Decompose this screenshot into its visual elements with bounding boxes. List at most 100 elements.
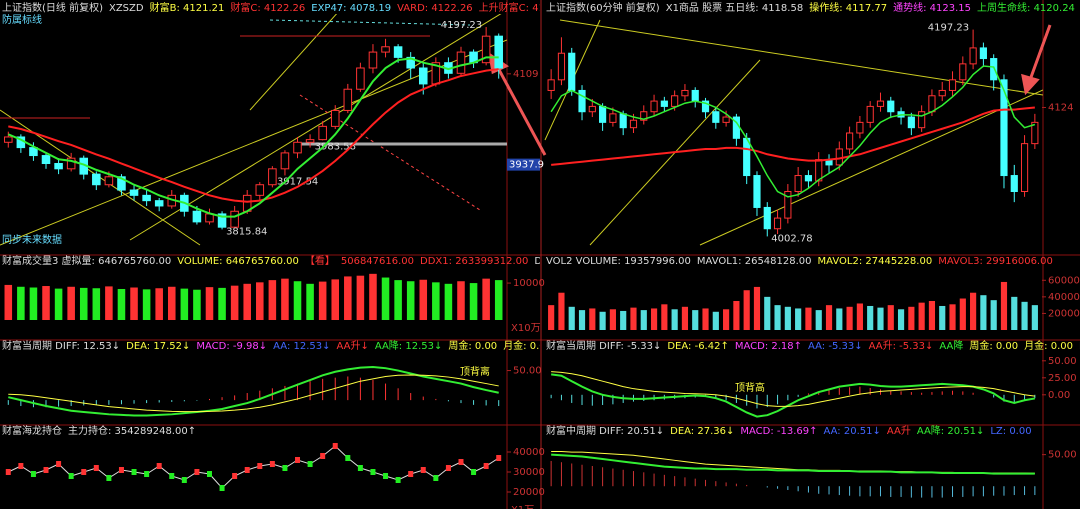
position-dot (307, 461, 313, 467)
indicator-line (550, 65, 1036, 198)
panel-header: MACD: 2.18↑ (735, 341, 802, 352)
candle-body (406, 56, 415, 69)
candle-body (1000, 79, 1008, 177)
candle-body (356, 67, 365, 90)
position-dot (357, 465, 363, 471)
position-dot (43, 467, 49, 473)
volume-bar (970, 292, 977, 330)
panel-header: 财富海龙持仓 (2, 424, 62, 437)
volume-bar (609, 309, 616, 330)
volume-bar (897, 309, 905, 330)
volume-bar (268, 280, 277, 320)
axis-label: 50.00 (1048, 450, 1077, 461)
volume-bar (419, 279, 428, 320)
position-dot (206, 471, 212, 477)
candle-body (846, 132, 854, 150)
candle-body (691, 89, 699, 102)
candle-body (578, 89, 586, 113)
axis-label: 20000 (1048, 308, 1080, 319)
candle-body (609, 113, 617, 123)
position-dot (295, 457, 301, 463)
volume-bar (949, 304, 956, 330)
panel-header: AA升↓ (337, 340, 369, 352)
position-dot (408, 471, 414, 477)
volume-bar (243, 283, 251, 320)
volume-bar (1031, 305, 1038, 330)
panel-header: AA升: -5.33↓ (869, 340, 934, 352)
position-dot (156, 463, 162, 469)
volume-bar (764, 296, 771, 330)
high-label: 4197.23 (441, 20, 482, 31)
panel-header: AA: 12.53↓ (273, 341, 330, 352)
candle-body (129, 189, 139, 196)
position-dot (433, 475, 439, 481)
volume-bar (318, 281, 327, 320)
candle-body (205, 213, 214, 223)
price-annotation: 3983.58 (315, 141, 356, 152)
candle-body (117, 176, 126, 191)
volume-bar (548, 305, 555, 330)
candle-body (640, 111, 648, 121)
position-dot (257, 463, 263, 469)
candle-body (743, 137, 751, 177)
candle-body (815, 159, 823, 182)
position-dot (106, 475, 112, 481)
panel-header: DEA: 17.52↓ (126, 341, 190, 352)
low-label: 4002.78 (771, 233, 812, 244)
panel-header: 上证指数(60分钟 前复权) (546, 1, 660, 14)
indicator-line (8, 445, 499, 489)
volume-bar (1021, 301, 1028, 330)
indicator-line (7, 56, 499, 218)
volume-bar (494, 280, 503, 320)
panel-header: 财富当周期 DIFF: -5.33↓ (546, 339, 661, 352)
panel-header: MAVOL1: 26548128.00 (697, 256, 812, 267)
candle-body (938, 89, 946, 97)
candle-body (343, 88, 353, 111)
axis-unit: X1万 (511, 505, 534, 509)
volume-bar (795, 308, 802, 330)
indicator-line (551, 373, 1036, 418)
candle-body (54, 163, 63, 170)
candle-body (154, 200, 164, 207)
candle-body (784, 191, 792, 219)
position-dot (445, 465, 451, 471)
axis-unit: X10万 (511, 323, 541, 334)
volume-bar (867, 305, 874, 330)
candle-body (192, 210, 202, 223)
high-label: 4197.23 (928, 23, 969, 34)
candle-body (1020, 143, 1029, 193)
position-dot (345, 455, 351, 461)
candle-body (1010, 175, 1018, 193)
candle-body (318, 125, 327, 141)
candle-body (393, 46, 403, 58)
candle-body (494, 35, 503, 69)
candle-body (547, 79, 555, 91)
volume-bar (753, 286, 761, 330)
volume-bar (205, 287, 214, 320)
candle-body (293, 141, 302, 154)
position-dot (370, 469, 376, 475)
volume-bar (444, 283, 453, 320)
candle-body (773, 217, 782, 230)
candle-body (928, 95, 936, 113)
candle-body (835, 148, 843, 166)
candle-body (887, 100, 895, 113)
panel-header: 【看】 (305, 254, 335, 267)
volume-bar (887, 305, 894, 330)
candle-body (230, 210, 239, 228)
panel-header: X1商品 股票 五日线: 4118.58 (666, 1, 803, 14)
candle-body (948, 79, 957, 91)
panel-header: 财富当周期 DIFF: 12.53↓ (2, 339, 120, 352)
volume-bar (908, 306, 915, 330)
volume-bar (29, 287, 38, 320)
position-dot (383, 473, 389, 479)
indicator-line (551, 371, 1035, 407)
axis-label: 60000 (1048, 275, 1080, 286)
panel-header: DDX1: 263399312.00 (420, 256, 528, 267)
position-dot (483, 463, 489, 469)
volume-bar (79, 287, 88, 320)
candle-body (969, 47, 977, 65)
indicator-line (8, 374, 499, 413)
axis-label: 30000 (513, 467, 545, 478)
